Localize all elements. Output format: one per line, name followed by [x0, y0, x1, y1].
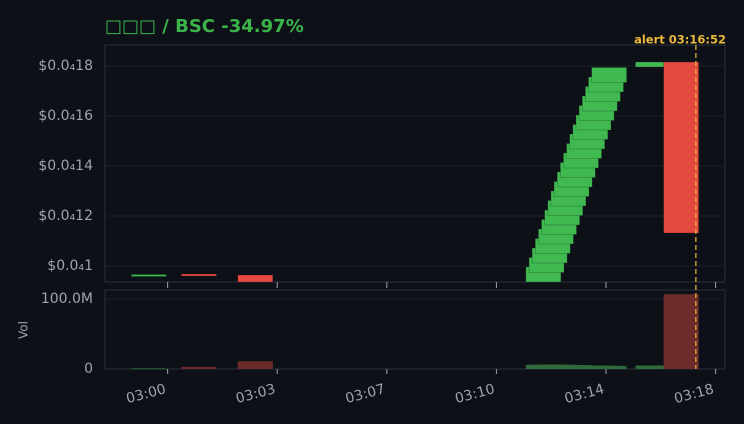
volume-bar: [181, 366, 217, 369]
volume-bar: [591, 366, 627, 369]
candle-body: [663, 61, 699, 234]
volume-tick-label: 0: [84, 361, 93, 377]
volume-panel: [104, 289, 726, 370]
y-tick-label: $0.0₄14: [38, 158, 93, 174]
alert-label: alert 03:16:52: [634, 33, 726, 47]
y-tick-label: $0.0₄18: [38, 58, 93, 74]
volume-tick-label: 100.0M: [41, 291, 93, 307]
volume-axis-label: Vol: [17, 321, 31, 339]
volume-bar: [663, 294, 699, 369]
candle-body: [181, 273, 217, 277]
chart-title: □□□ / BSC -34.97%: [105, 16, 304, 37]
volume-bar: [237, 361, 273, 369]
candle-body: [237, 274, 274, 283]
candle-body: [591, 67, 627, 83]
y-tick-label: $0.0₄12: [38, 208, 93, 224]
volume-bar: [131, 368, 167, 370]
y-tick-label: $0.0₄1: [47, 258, 93, 274]
volume-bar: [635, 365, 671, 369]
price-panel: [104, 44, 726, 283]
y-tick-label: $0.0₄16: [38, 108, 93, 124]
candle-body: [131, 274, 167, 277]
